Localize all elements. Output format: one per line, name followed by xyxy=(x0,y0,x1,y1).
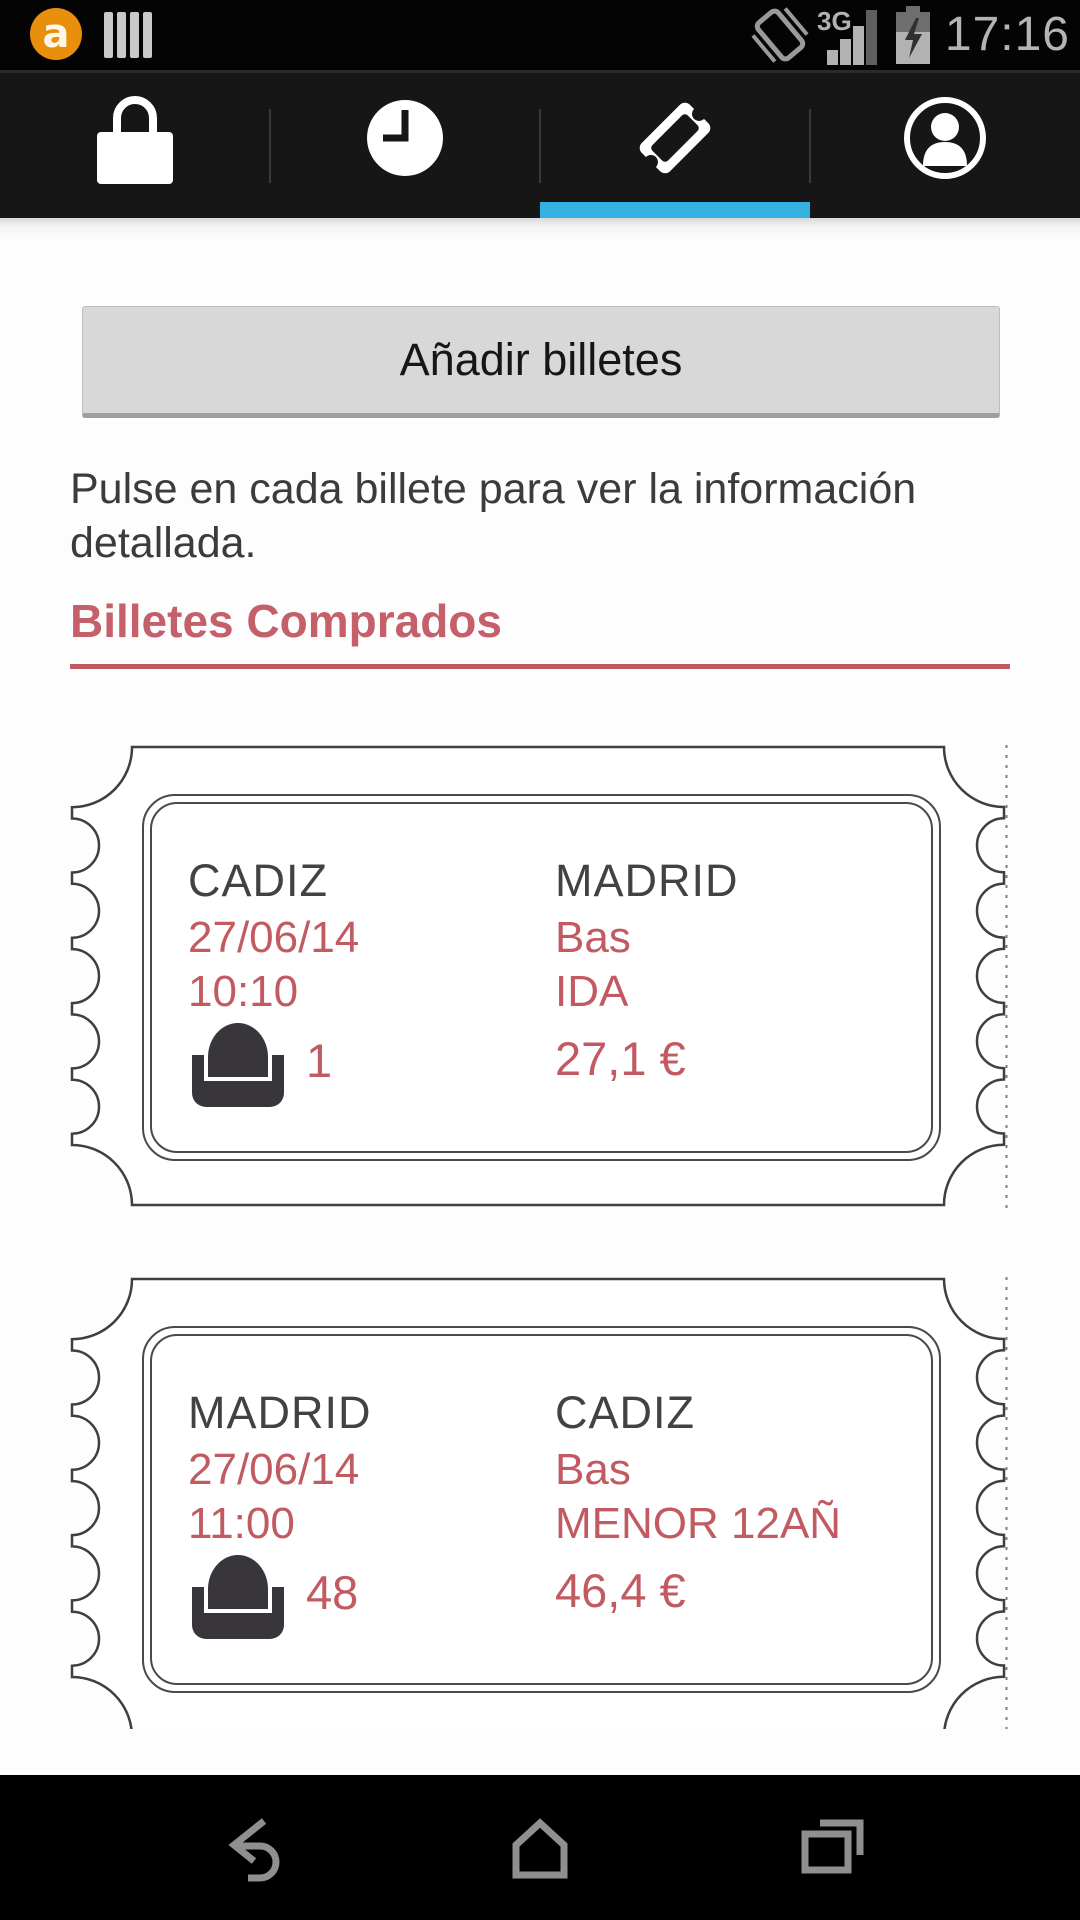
ticket-fare: Bas xyxy=(555,1445,631,1494)
ticket-fare: Bas xyxy=(555,913,631,962)
tickets-screen: Añadir billetes Pulse en cada billete pa… xyxy=(0,218,1080,1775)
profile-icon xyxy=(904,97,986,179)
shopping-bag-icon xyxy=(97,96,173,184)
ticket-outline xyxy=(70,1277,1008,1729)
active-tab-indicator xyxy=(540,202,810,218)
barcode-notification-icon xyxy=(104,12,152,58)
tab-bar xyxy=(0,70,1080,218)
vibrate-icon xyxy=(751,7,809,63)
ticket-time: 10:10 xyxy=(188,967,299,1016)
ticket-card[interactable]: CADIZ MADRID 27/06/14 Bas 10:10 IDA 1 27… xyxy=(70,745,1009,1208)
ticket-outline xyxy=(70,745,1008,1208)
ticket-trip-type: MENOR 12AÑ xyxy=(555,1499,842,1548)
tab-divider xyxy=(539,109,541,183)
ticket-seat-count: 1 xyxy=(306,1034,333,1087)
recents-button[interactable] xyxy=(792,1809,872,1885)
status-bar: a 3G xyxy=(0,0,1080,70)
ticket-card[interactable]: MADRID CADIZ 27/06/14 Bas 11:00 MENOR 12… xyxy=(70,1277,1009,1729)
ticket-price: 46,4 € xyxy=(555,1564,686,1617)
section-title: Billetes Comprados xyxy=(70,595,502,647)
ticket-origin: CADIZ xyxy=(188,855,328,906)
svg-text:a: a xyxy=(43,11,70,57)
tab-shopping[interactable] xyxy=(0,73,270,221)
seat-icon xyxy=(192,1555,284,1639)
tab-divider xyxy=(809,109,811,183)
tab-history[interactable] xyxy=(270,73,540,221)
ticket-origin: MADRID xyxy=(188,1387,372,1438)
android-nav-bar xyxy=(0,1775,1080,1920)
ticket-trip-type: IDA xyxy=(555,967,629,1016)
add-tickets-button[interactable]: Añadir billetes xyxy=(82,306,1000,418)
instruction-text: Pulse en cada billete para ver la inform… xyxy=(70,465,917,567)
ticket-date: 27/06/14 xyxy=(188,913,360,962)
svg-text:3G: 3G xyxy=(817,6,852,36)
back-button[interactable] xyxy=(212,1809,292,1885)
ticket-price: 27,1 € xyxy=(555,1032,686,1085)
signal-3g-icon: 3G xyxy=(817,6,877,65)
home-button[interactable] xyxy=(500,1809,580,1885)
battery-charging-icon xyxy=(895,6,930,64)
ticket-destination: CADIZ xyxy=(555,1387,695,1438)
status-time: 17:16 xyxy=(944,8,1070,61)
app-notification-icon: a xyxy=(30,8,82,60)
ticket-seat-count: 48 xyxy=(306,1566,359,1619)
tab-tickets[interactable] xyxy=(540,73,810,221)
ticket-time: 11:00 xyxy=(188,1499,295,1548)
seat-icon xyxy=(192,1023,284,1107)
ticket-date: 27/06/14 xyxy=(188,1445,360,1494)
section-title-underline xyxy=(70,664,1010,669)
tab-divider xyxy=(269,109,271,183)
ticket-icon xyxy=(639,102,711,174)
ticket-destination: MADRID xyxy=(555,855,739,906)
tab-profile[interactable] xyxy=(810,73,1080,221)
clock-icon xyxy=(367,100,443,176)
